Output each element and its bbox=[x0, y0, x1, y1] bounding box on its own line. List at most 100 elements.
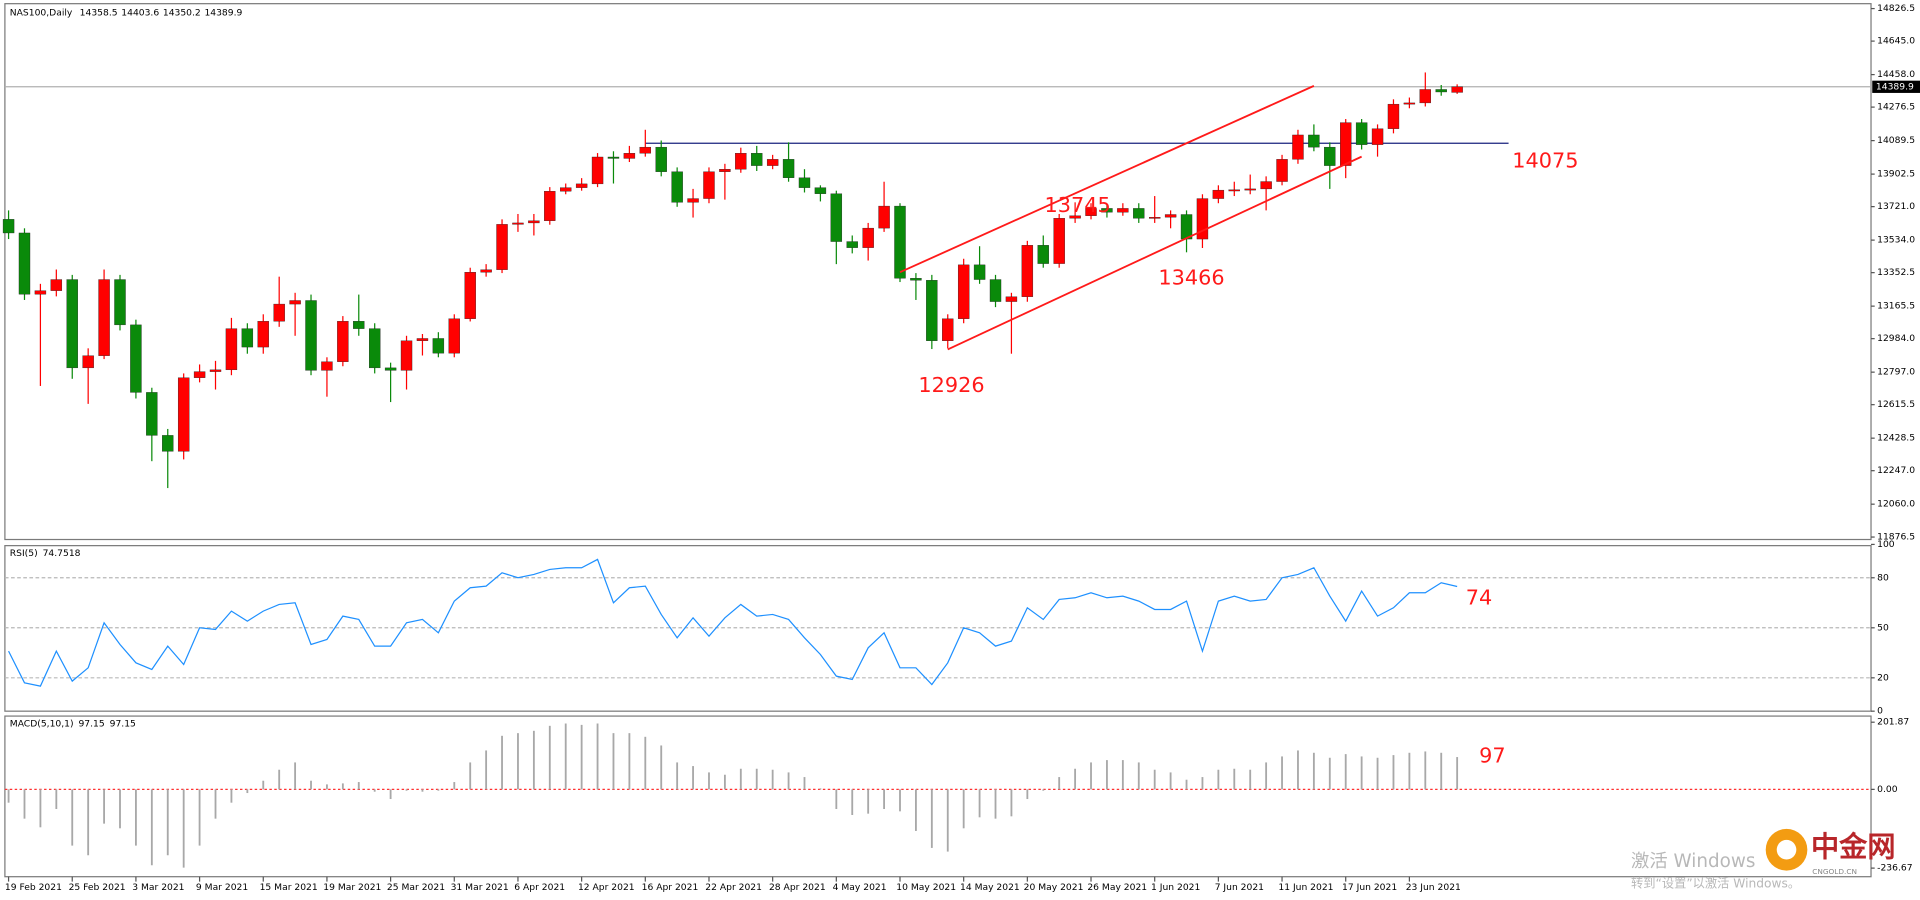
candle-body bbox=[1355, 122, 1368, 145]
x-tick-label: 19 Feb 2021 bbox=[5, 882, 62, 893]
header-close: 14389.9 bbox=[204, 7, 242, 18]
candle-body bbox=[1308, 134, 1320, 148]
candle-body bbox=[337, 321, 349, 362]
y-tick-label: 13902.5 bbox=[1877, 169, 1915, 180]
candle-body bbox=[18, 232, 31, 295]
header-high: 14403.6 bbox=[121, 7, 159, 18]
macd-header: MACD(5,10,1) 97.15 97.15 bbox=[10, 718, 136, 729]
high-annotation: 13745 bbox=[1044, 193, 1110, 217]
y-tick-label: 12428.5 bbox=[1877, 433, 1915, 444]
candle-body bbox=[671, 171, 683, 203]
candle-body bbox=[177, 377, 190, 452]
candle-body bbox=[1324, 146, 1336, 166]
candle-body bbox=[257, 321, 269, 348]
candle-body bbox=[34, 290, 47, 295]
x-tick-label: 14 May 2021 bbox=[960, 882, 1020, 893]
x-tick-label: 16 Apr 2021 bbox=[642, 882, 699, 893]
main-panel bbox=[4, 3, 1872, 541]
rsi-annotation: 74 bbox=[1466, 585, 1492, 609]
candle-body bbox=[353, 321, 365, 329]
macd-panel bbox=[4, 715, 1872, 878]
symbol-title: NAS100,Daily bbox=[10, 7, 73, 18]
x-tick-label: 19 Mar 2021 bbox=[323, 882, 381, 893]
x-tick-label: 3 Mar 2021 bbox=[132, 882, 184, 893]
y-tick-label: 13165.5 bbox=[1877, 301, 1915, 312]
candle-body bbox=[289, 300, 301, 305]
candle-body bbox=[416, 338, 429, 341]
candle-body bbox=[862, 227, 874, 248]
y-tick-label: 20 bbox=[1877, 672, 1889, 683]
watermark: 激活 Windows bbox=[1631, 851, 1755, 872]
low-annotation: 12926 bbox=[918, 373, 984, 397]
y-tick-label: 13534.0 bbox=[1877, 235, 1915, 246]
logo-icon bbox=[1776, 839, 1797, 860]
x-tick-label: 1 Jun 2021 bbox=[1151, 882, 1200, 893]
candle-body bbox=[1260, 181, 1272, 190]
y-tick-label: 12247.0 bbox=[1877, 465, 1915, 476]
x-tick-label: 10 May 2021 bbox=[896, 882, 956, 893]
candle-body bbox=[50, 279, 63, 291]
candle-body bbox=[973, 264, 986, 280]
candle-body bbox=[894, 205, 906, 279]
candle-body bbox=[321, 361, 333, 371]
y-tick-label: 14826.5 bbox=[1877, 3, 1915, 14]
candle-body bbox=[798, 177, 811, 188]
candle-body bbox=[687, 198, 699, 203]
candle-body bbox=[480, 269, 492, 273]
candle-body bbox=[1149, 217, 1161, 219]
y-tick-label: -236.67 bbox=[1877, 863, 1913, 874]
candle-body bbox=[162, 435, 174, 452]
y-tick-label: 12984.0 bbox=[1877, 333, 1915, 344]
trend-line bbox=[899, 85, 1315, 274]
candle-body bbox=[623, 153, 636, 159]
candle-body bbox=[1435, 89, 1447, 93]
y-tick-label: 14089.5 bbox=[1877, 135, 1915, 146]
y-tick-label: 0 bbox=[1877, 706, 1883, 717]
candle-body bbox=[432, 338, 445, 354]
candle-body bbox=[560, 187, 572, 192]
level-annotation: 14075 bbox=[1512, 149, 1578, 173]
x-tick-label: 12 Apr 2021 bbox=[578, 882, 635, 893]
y-tick-label: 14458.0 bbox=[1877, 69, 1915, 80]
x-tick-label: 6 Apr 2021 bbox=[514, 882, 565, 893]
candle-body bbox=[957, 264, 970, 319]
candle-body bbox=[607, 156, 620, 159]
macd-title: MACD(5,10,1) bbox=[10, 718, 74, 729]
x-tick-label: 7 Jun 2021 bbox=[1215, 882, 1264, 893]
rsi-line bbox=[8, 558, 1458, 687]
logo-text: 中金网 bbox=[1811, 830, 1895, 863]
y-tick-label: 12797.0 bbox=[1877, 367, 1915, 378]
y-tick-label: 13352.5 bbox=[1877, 267, 1915, 278]
candle-body bbox=[1164, 214, 1177, 218]
candle-body bbox=[1180, 214, 1193, 240]
candle-body bbox=[703, 171, 715, 199]
candle-body bbox=[942, 318, 954, 341]
candle-body bbox=[1340, 122, 1352, 166]
y-tick-label: 0.00 bbox=[1877, 784, 1898, 795]
x-tick-label: 31 Mar 2021 bbox=[451, 882, 509, 893]
candle-body bbox=[1117, 208, 1129, 213]
candle-body bbox=[464, 272, 476, 319]
candle-body bbox=[1451, 86, 1463, 93]
macd-last: 97.15 bbox=[78, 718, 104, 729]
candle-body bbox=[544, 191, 556, 221]
x-tick-label: 11 Jun 2021 bbox=[1278, 882, 1333, 893]
candle-body bbox=[735, 153, 747, 170]
y-tick-label: 12060.0 bbox=[1877, 499, 1915, 510]
candle-body bbox=[369, 328, 381, 369]
candle-body bbox=[1085, 208, 1097, 216]
trend-line bbox=[947, 155, 1363, 351]
candle-body bbox=[830, 193, 843, 242]
candle-body bbox=[655, 146, 667, 172]
candle-body bbox=[400, 340, 413, 371]
current-price-box bbox=[1872, 80, 1920, 93]
low-annotation: 13466 bbox=[1158, 265, 1224, 289]
candle-body bbox=[1212, 189, 1225, 199]
candle-body bbox=[1133, 208, 1145, 219]
candle-body bbox=[1403, 102, 1416, 105]
candle-body bbox=[2, 219, 15, 234]
candle-body bbox=[1387, 103, 1400, 129]
candle-body bbox=[1196, 198, 1209, 240]
